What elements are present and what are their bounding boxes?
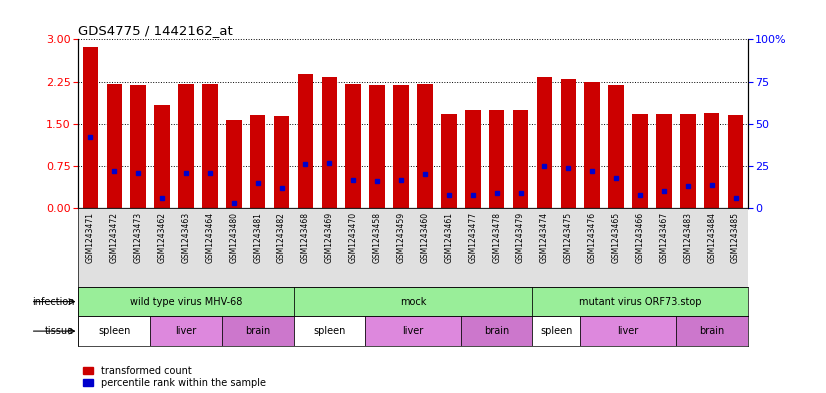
Text: GSM1243469: GSM1243469 — [325, 212, 334, 263]
Text: GSM1243471: GSM1243471 — [86, 212, 95, 263]
Text: GSM1243462: GSM1243462 — [158, 212, 167, 263]
Text: GSM1243458: GSM1243458 — [373, 212, 382, 263]
Text: GSM1243481: GSM1243481 — [254, 212, 262, 263]
Bar — [676, 316, 748, 346]
Bar — [78, 316, 150, 346]
Text: GSM1243475: GSM1243475 — [564, 212, 572, 263]
Text: mutant virus ORF73.stop: mutant virus ORF73.stop — [579, 297, 701, 307]
Bar — [656, 114, 672, 208]
Bar — [154, 105, 170, 208]
Bar — [465, 110, 481, 208]
Text: spleen: spleen — [98, 326, 131, 336]
Bar — [561, 79, 576, 208]
Bar — [489, 110, 505, 208]
Bar — [273, 116, 289, 208]
Text: GSM1243459: GSM1243459 — [396, 212, 406, 263]
Bar — [202, 84, 218, 208]
Bar — [580, 316, 676, 346]
Bar — [293, 316, 365, 346]
Text: GSM1243461: GSM1243461 — [444, 212, 453, 263]
Text: GSM1243468: GSM1243468 — [301, 212, 310, 263]
Text: GSM1243465: GSM1243465 — [611, 212, 620, 263]
Text: GSM1243470: GSM1243470 — [349, 212, 358, 263]
Text: liver: liver — [402, 326, 424, 336]
Bar — [680, 114, 695, 208]
Text: GSM1243464: GSM1243464 — [206, 212, 215, 263]
Text: GSM1243484: GSM1243484 — [707, 212, 716, 263]
Bar — [293, 287, 533, 316]
Text: GSM1243485: GSM1243485 — [731, 212, 740, 263]
Text: tissue: tissue — [45, 326, 74, 336]
Text: GDS4775 / 1442162_at: GDS4775 / 1442162_at — [78, 24, 233, 37]
Bar — [250, 116, 265, 208]
Text: GSM1243483: GSM1243483 — [683, 212, 692, 263]
Text: spleen: spleen — [313, 326, 345, 336]
Bar — [441, 114, 457, 208]
Bar — [417, 84, 433, 208]
Text: GSM1243473: GSM1243473 — [134, 212, 143, 263]
Bar — [393, 86, 409, 208]
Bar — [632, 114, 648, 208]
Bar — [513, 110, 529, 208]
Text: GSM1243460: GSM1243460 — [420, 212, 430, 263]
Bar — [533, 287, 748, 316]
Text: brain: brain — [484, 326, 510, 336]
Bar — [222, 316, 293, 346]
Bar — [365, 316, 461, 346]
Text: GSM1243472: GSM1243472 — [110, 212, 119, 263]
Text: GSM1243480: GSM1243480 — [230, 212, 238, 263]
Bar — [369, 86, 385, 208]
Bar — [461, 316, 533, 346]
Text: infection: infection — [32, 297, 74, 307]
Text: GSM1243474: GSM1243474 — [540, 212, 549, 263]
Text: GSM1243467: GSM1243467 — [659, 212, 668, 263]
Text: mock: mock — [400, 297, 426, 307]
Bar — [150, 316, 222, 346]
Bar — [78, 287, 293, 316]
Bar — [345, 84, 361, 208]
Text: brain: brain — [699, 326, 724, 336]
Text: GSM1243482: GSM1243482 — [277, 212, 286, 263]
Text: GSM1243479: GSM1243479 — [516, 212, 525, 263]
Text: spleen: spleen — [540, 326, 572, 336]
Text: liver: liver — [617, 326, 638, 336]
Text: GSM1243476: GSM1243476 — [588, 212, 596, 263]
Bar — [704, 112, 719, 208]
Text: GSM1243477: GSM1243477 — [468, 212, 477, 263]
Bar — [226, 120, 241, 208]
Bar — [131, 86, 146, 208]
Text: GSM1243466: GSM1243466 — [635, 212, 644, 263]
Bar — [585, 82, 600, 208]
Legend: transformed count, percentile rank within the sample: transformed count, percentile rank withi… — [83, 366, 266, 388]
Text: wild type virus MHV-68: wild type virus MHV-68 — [130, 297, 242, 307]
Bar — [608, 86, 624, 208]
Bar — [537, 77, 553, 208]
Bar — [83, 47, 98, 208]
Text: GSM1243478: GSM1243478 — [492, 212, 501, 263]
Text: GSM1243463: GSM1243463 — [182, 212, 191, 263]
Text: brain: brain — [245, 326, 270, 336]
Bar — [533, 316, 580, 346]
Bar — [178, 84, 194, 208]
Bar — [107, 84, 122, 208]
Bar — [297, 74, 313, 208]
Text: liver: liver — [175, 326, 197, 336]
Bar — [321, 77, 337, 208]
Bar — [728, 116, 743, 208]
